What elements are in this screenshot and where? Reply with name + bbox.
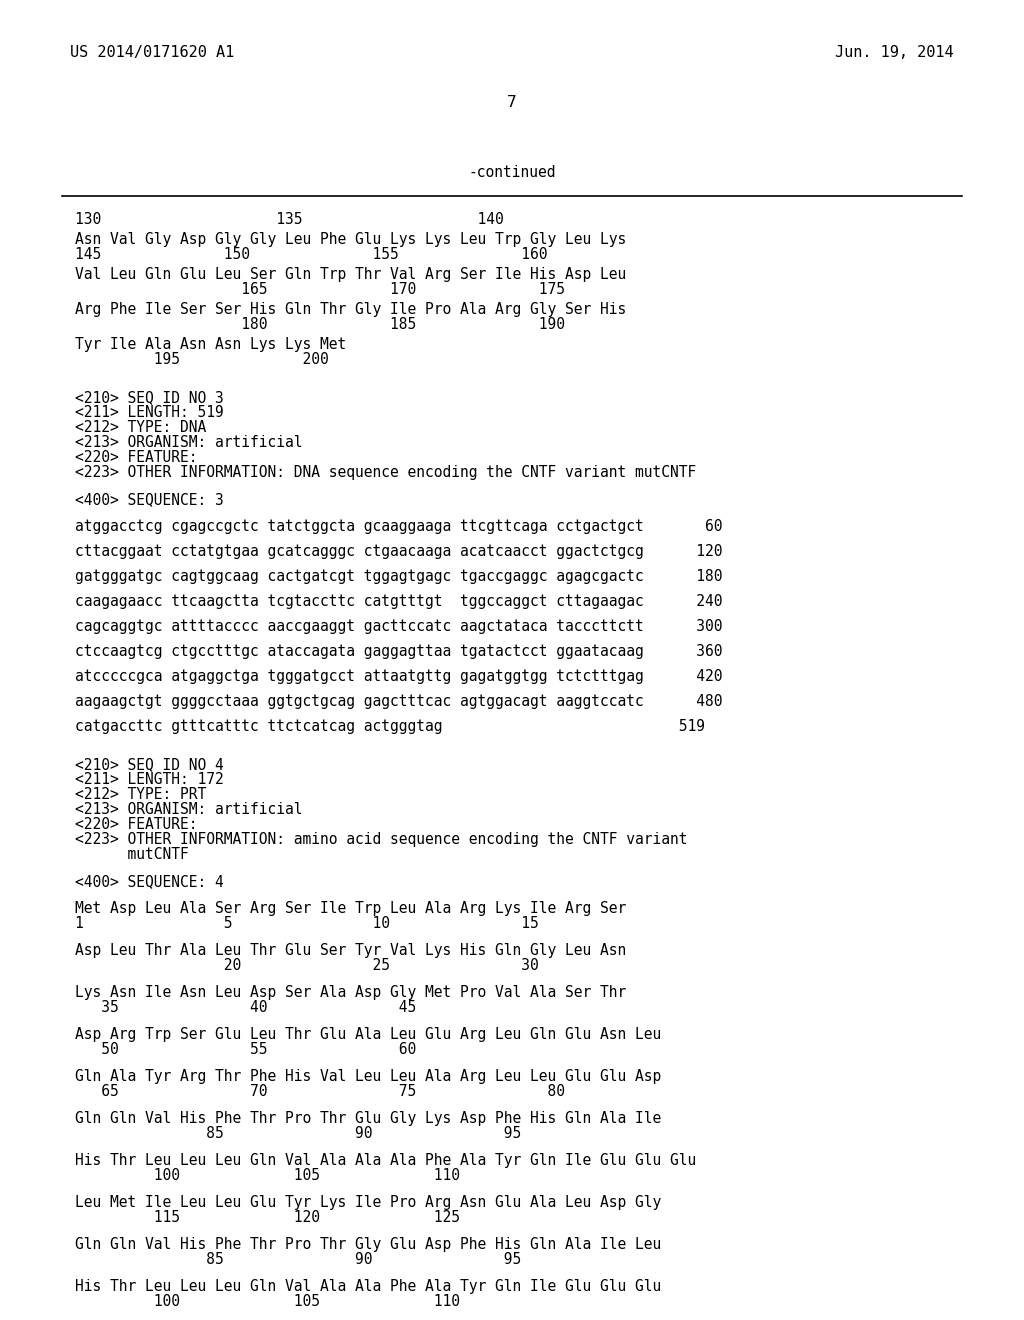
Text: Asp Leu Thr Ala Leu Thr Glu Ser Tyr Val Lys His Gln Gly Leu Asn: Asp Leu Thr Ala Leu Thr Glu Ser Tyr Val … [75,942,627,958]
Text: cagcaggtgc attttacccc aaccgaaggt gacttccatc aagctataca tacccttctt      300: cagcaggtgc attttacccc aaccgaaggt gacttcc… [75,619,723,634]
Text: <212> TYPE: DNA: <212> TYPE: DNA [75,420,206,436]
Text: 85               90               95: 85 90 95 [75,1251,521,1267]
Text: <211> LENGTH: 519: <211> LENGTH: 519 [75,405,224,420]
Text: <212> TYPE: PRT: <212> TYPE: PRT [75,787,206,803]
Text: caagagaacc ttcaagctta tcgtaccttc catgtttgt  tggccaggct cttagaagac      240: caagagaacc ttcaagctta tcgtaccttc catgttt… [75,594,723,609]
Text: <210> SEQ ID NO 4: <210> SEQ ID NO 4 [75,756,224,772]
Text: 35               40               45: 35 40 45 [75,1001,416,1015]
Text: ctccaagtcg ctgcctttgc ataccagata gaggagttaa tgatactcct ggaatacaag      360: ctccaagtcg ctgcctttgc ataccagata gaggagt… [75,644,723,659]
Text: gatgggatgc cagtggcaag cactgatcgt tggagtgagc tgaccgaggc agagcgactc      180: gatgggatgc cagtggcaag cactgatcgt tggagtg… [75,569,723,583]
Text: 195              200: 195 200 [75,352,329,367]
Text: Asp Arg Trp Ser Glu Leu Thr Glu Ala Leu Glu Arg Leu Gln Glu Asn Leu: Asp Arg Trp Ser Glu Leu Thr Glu Ala Leu … [75,1027,662,1041]
Text: Gln Gln Val His Phe Thr Pro Thr Glu Gly Lys Asp Phe His Gln Ala Ile: Gln Gln Val His Phe Thr Pro Thr Glu Gly … [75,1111,662,1126]
Text: <223> OTHER INFORMATION: amino acid sequence encoding the CNTF variant: <223> OTHER INFORMATION: amino acid sequ… [75,832,687,847]
Text: catgaccttc gtttcatttc ttctcatcag actgggtag                           519: catgaccttc gtttcatttc ttctcatcag actgggt… [75,719,705,734]
Text: cttacggaat cctatgtgaa gcatcagggc ctgaacaaga acatcaacct ggactctgcg      120: cttacggaat cctatgtgaa gcatcagggc ctgaaca… [75,544,723,558]
Text: Met Asp Leu Ala Ser Arg Ser Ile Trp Leu Ala Arg Lys Ile Arg Ser: Met Asp Leu Ala Ser Arg Ser Ile Trp Leu … [75,902,627,916]
Text: Tyr Ile Ala Asn Asn Lys Lys Met: Tyr Ile Ala Asn Asn Lys Lys Met [75,337,346,352]
Text: 85               90               95: 85 90 95 [75,1126,521,1140]
Text: 50               55               60: 50 55 60 [75,1041,416,1057]
Text: <210> SEQ ID NO 3: <210> SEQ ID NO 3 [75,389,224,405]
Text: 180              185              190: 180 185 190 [75,317,565,333]
Text: Leu Met Ile Leu Leu Glu Tyr Lys Ile Pro Arg Asn Glu Ala Leu Asp Gly: Leu Met Ile Leu Leu Glu Tyr Lys Ile Pro … [75,1195,662,1210]
Text: <220> FEATURE:: <220> FEATURE: [75,450,198,465]
Text: -continued: -continued [468,165,556,180]
Text: 20               25               30: 20 25 30 [75,958,539,973]
Text: Gln Gln Val His Phe Thr Pro Thr Gly Glu Asp Phe His Gln Ala Ile Leu: Gln Gln Val His Phe Thr Pro Thr Gly Glu … [75,1237,662,1251]
Text: Arg Phe Ile Ser Ser His Gln Thr Gly Ile Pro Ala Arg Gly Ser His: Arg Phe Ile Ser Ser His Gln Thr Gly Ile … [75,302,627,317]
Text: <211> LENGTH: 172: <211> LENGTH: 172 [75,772,224,787]
Text: atggacctcg cgagccgctc tatctggcta gcaaggaaga ttcgttcaga cctgactgct       60: atggacctcg cgagccgctc tatctggcta gcaagga… [75,519,723,535]
Text: Gln Ala Tyr Arg Thr Phe His Val Leu Leu Ala Arg Leu Leu Glu Glu Asp: Gln Ala Tyr Arg Thr Phe His Val Leu Leu … [75,1069,662,1084]
Text: Asn Val Gly Asp Gly Gly Leu Phe Glu Lys Lys Leu Trp Gly Leu Lys: Asn Val Gly Asp Gly Gly Leu Phe Glu Lys … [75,232,627,247]
Text: 115             120             125: 115 120 125 [75,1210,460,1225]
Text: atcccccgca atgaggctga tgggatgcct attaatgttg gagatggtgg tctctttgag      420: atcccccgca atgaggctga tgggatgcct attaatg… [75,669,723,684]
Text: <213> ORGANISM: artificial: <213> ORGANISM: artificial [75,803,302,817]
Text: 100             105             110: 100 105 110 [75,1294,460,1309]
Text: aagaagctgt ggggcctaaa ggtgctgcag gagctttcac agtggacagt aaggtccatc      480: aagaagctgt ggggcctaaa ggtgctgcag gagcttt… [75,694,723,709]
Text: mutCNTF: mutCNTF [75,847,188,862]
Text: Lys Asn Ile Asn Leu Asp Ser Ala Asp Gly Met Pro Val Ala Ser Thr: Lys Asn Ile Asn Leu Asp Ser Ala Asp Gly … [75,985,627,1001]
Text: <223> OTHER INFORMATION: DNA sequence encoding the CNTF variant mutCNTF: <223> OTHER INFORMATION: DNA sequence en… [75,465,696,480]
Text: His Thr Leu Leu Leu Gln Val Ala Ala Phe Ala Tyr Gln Ile Glu Glu Glu: His Thr Leu Leu Leu Gln Val Ala Ala Phe … [75,1279,662,1294]
Text: <220> FEATURE:: <220> FEATURE: [75,817,198,832]
Text: <400> SEQUENCE: 4: <400> SEQUENCE: 4 [75,874,224,888]
Text: US 2014/0171620 A1: US 2014/0171620 A1 [70,45,234,59]
Text: 65               70               75               80: 65 70 75 80 [75,1084,565,1100]
Text: Val Leu Gln Glu Leu Ser Gln Trp Thr Val Arg Ser Ile His Asp Leu: Val Leu Gln Glu Leu Ser Gln Trp Thr Val … [75,267,627,282]
Text: Jun. 19, 2014: Jun. 19, 2014 [836,45,954,59]
Text: 130                    135                    140: 130 135 140 [75,213,504,227]
Text: 1                5                10               15: 1 5 10 15 [75,916,539,931]
Text: <400> SEQUENCE: 3: <400> SEQUENCE: 3 [75,492,224,507]
Text: 100             105             110: 100 105 110 [75,1168,460,1183]
Text: 7: 7 [507,95,517,110]
Text: 165              170              175: 165 170 175 [75,282,565,297]
Text: 145              150              155              160: 145 150 155 160 [75,247,548,261]
Text: <213> ORGANISM: artificial: <213> ORGANISM: artificial [75,436,302,450]
Text: His Thr Leu Leu Leu Gln Val Ala Ala Ala Phe Ala Tyr Gln Ile Glu Glu Glu: His Thr Leu Leu Leu Gln Val Ala Ala Ala … [75,1152,696,1168]
